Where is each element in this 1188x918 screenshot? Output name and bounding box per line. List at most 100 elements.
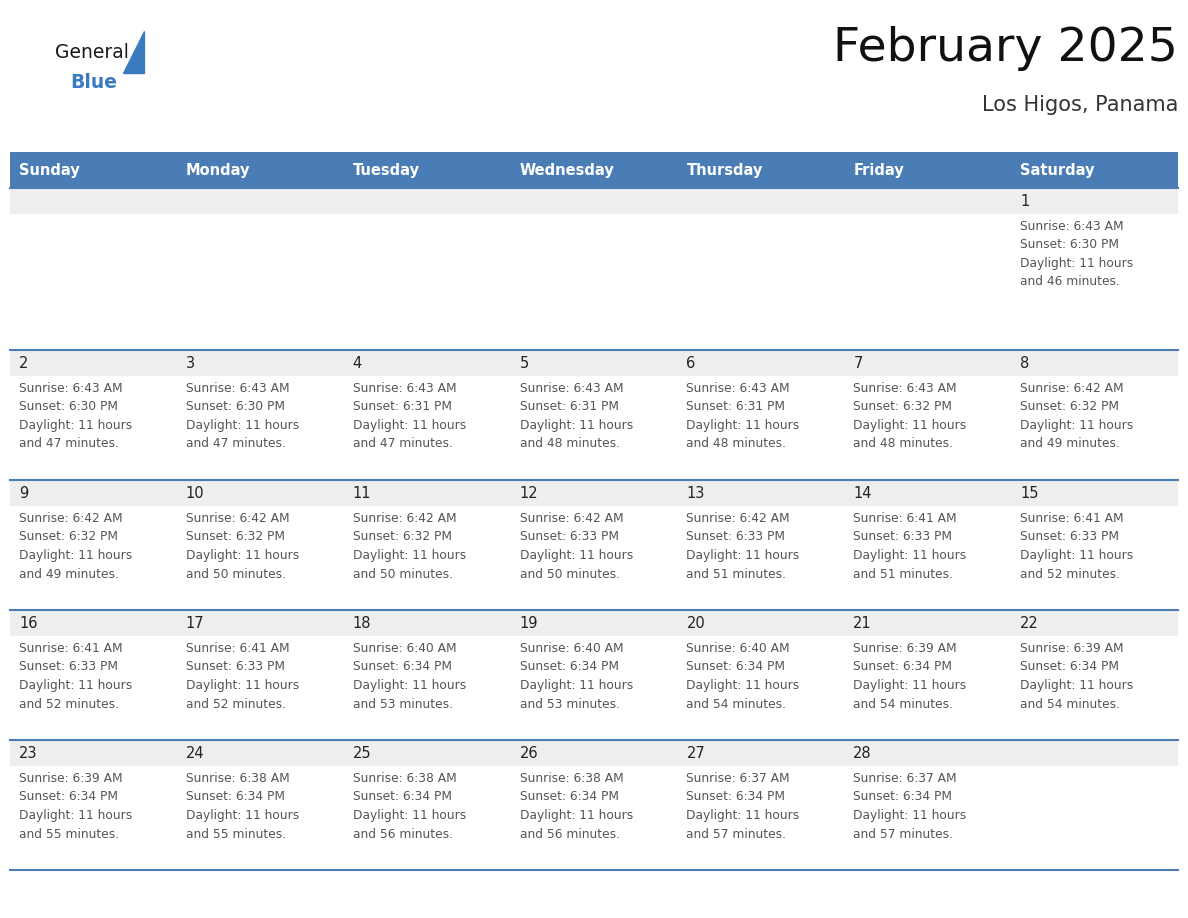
Bar bbox=[177, 506, 343, 610]
Bar bbox=[10, 766, 177, 870]
Text: and 48 minutes.: and 48 minutes. bbox=[519, 438, 620, 451]
Text: and 47 minutes.: and 47 minutes. bbox=[19, 438, 119, 451]
Text: Sunset: 6:32 PM: Sunset: 6:32 PM bbox=[185, 531, 285, 543]
Text: and 50 minutes.: and 50 minutes. bbox=[519, 567, 620, 580]
Text: Sunset: 6:33 PM: Sunset: 6:33 PM bbox=[1020, 531, 1119, 543]
Text: Monday: Monday bbox=[185, 162, 251, 177]
Bar bbox=[10, 610, 177, 636]
Bar bbox=[511, 376, 677, 480]
Text: Sunrise: 6:43 AM: Sunrise: 6:43 AM bbox=[353, 382, 456, 395]
Text: and 51 minutes.: and 51 minutes. bbox=[853, 567, 953, 580]
Bar bbox=[1011, 610, 1178, 636]
Bar bbox=[177, 480, 343, 506]
Text: Daylight: 11 hours: Daylight: 11 hours bbox=[1020, 257, 1133, 270]
Text: and 46 minutes.: and 46 minutes. bbox=[1020, 275, 1120, 288]
Text: Sunset: 6:34 PM: Sunset: 6:34 PM bbox=[353, 660, 451, 674]
Text: 3: 3 bbox=[185, 355, 195, 371]
Text: 7: 7 bbox=[853, 355, 862, 371]
Text: Sunset: 6:33 PM: Sunset: 6:33 PM bbox=[687, 531, 785, 543]
Text: Daylight: 11 hours: Daylight: 11 hours bbox=[1020, 549, 1133, 562]
Bar bbox=[10, 152, 1178, 188]
Text: 19: 19 bbox=[519, 615, 538, 631]
Text: Daylight: 11 hours: Daylight: 11 hours bbox=[185, 419, 299, 432]
Text: Daylight: 11 hours: Daylight: 11 hours bbox=[1020, 419, 1133, 432]
Text: Sunset: 6:33 PM: Sunset: 6:33 PM bbox=[19, 660, 118, 674]
Bar bbox=[677, 636, 845, 740]
Text: Sunrise: 6:43 AM: Sunrise: 6:43 AM bbox=[687, 382, 790, 395]
Text: and 54 minutes.: and 54 minutes. bbox=[853, 698, 953, 711]
Text: Daylight: 11 hours: Daylight: 11 hours bbox=[353, 809, 466, 822]
Text: February 2025: February 2025 bbox=[833, 26, 1178, 71]
Text: Sunrise: 6:42 AM: Sunrise: 6:42 AM bbox=[519, 512, 624, 525]
Bar bbox=[177, 766, 343, 870]
Bar bbox=[343, 214, 511, 350]
Text: and 54 minutes.: and 54 minutes. bbox=[1020, 698, 1120, 711]
Bar bbox=[343, 740, 511, 766]
Text: Sunrise: 6:41 AM: Sunrise: 6:41 AM bbox=[185, 642, 290, 655]
Bar bbox=[677, 506, 845, 610]
Text: Daylight: 11 hours: Daylight: 11 hours bbox=[519, 679, 633, 692]
Text: and 56 minutes.: and 56 minutes. bbox=[519, 827, 620, 841]
Text: Daylight: 11 hours: Daylight: 11 hours bbox=[353, 419, 466, 432]
Bar bbox=[1011, 636, 1178, 740]
Text: Sunset: 6:33 PM: Sunset: 6:33 PM bbox=[185, 660, 285, 674]
Text: Sunset: 6:30 PM: Sunset: 6:30 PM bbox=[1020, 239, 1119, 252]
Text: Daylight: 11 hours: Daylight: 11 hours bbox=[19, 809, 132, 822]
Bar bbox=[343, 376, 511, 480]
Bar bbox=[845, 740, 1011, 766]
Text: Sunrise: 6:43 AM: Sunrise: 6:43 AM bbox=[853, 382, 956, 395]
Text: Thursday: Thursday bbox=[687, 162, 763, 177]
Text: Sunrise: 6:39 AM: Sunrise: 6:39 AM bbox=[1020, 642, 1124, 655]
Text: and 48 minutes.: and 48 minutes. bbox=[853, 438, 953, 451]
Bar bbox=[845, 636, 1011, 740]
Text: Sunrise: 6:41 AM: Sunrise: 6:41 AM bbox=[1020, 512, 1124, 525]
Text: 27: 27 bbox=[687, 745, 706, 760]
Bar bbox=[511, 636, 677, 740]
Text: and 53 minutes.: and 53 minutes. bbox=[353, 698, 453, 711]
Bar bbox=[343, 610, 511, 636]
Text: 16: 16 bbox=[19, 615, 38, 631]
Text: 12: 12 bbox=[519, 486, 538, 500]
Text: Sunrise: 6:42 AM: Sunrise: 6:42 AM bbox=[1020, 382, 1124, 395]
Bar bbox=[677, 740, 845, 766]
Text: Sunrise: 6:39 AM: Sunrise: 6:39 AM bbox=[853, 642, 956, 655]
Text: Sunrise: 6:43 AM: Sunrise: 6:43 AM bbox=[19, 382, 122, 395]
Text: Sunrise: 6:38 AM: Sunrise: 6:38 AM bbox=[185, 772, 290, 785]
Text: General: General bbox=[55, 42, 128, 62]
Text: Sunset: 6:32 PM: Sunset: 6:32 PM bbox=[1020, 400, 1119, 413]
Text: 2: 2 bbox=[19, 355, 29, 371]
Bar bbox=[511, 506, 677, 610]
Text: Sunset: 6:31 PM: Sunset: 6:31 PM bbox=[353, 400, 451, 413]
Bar bbox=[10, 506, 177, 610]
Text: Sunset: 6:30 PM: Sunset: 6:30 PM bbox=[185, 400, 285, 413]
Text: Sunrise: 6:40 AM: Sunrise: 6:40 AM bbox=[519, 642, 624, 655]
Bar bbox=[343, 636, 511, 740]
Text: Sunrise: 6:38 AM: Sunrise: 6:38 AM bbox=[519, 772, 624, 785]
Text: Daylight: 11 hours: Daylight: 11 hours bbox=[185, 549, 299, 562]
Text: Sunset: 6:34 PM: Sunset: 6:34 PM bbox=[853, 660, 953, 674]
Text: Friday: Friday bbox=[853, 162, 904, 177]
Text: and 52 minutes.: and 52 minutes. bbox=[19, 698, 119, 711]
Bar bbox=[343, 350, 511, 376]
Text: and 57 minutes.: and 57 minutes. bbox=[853, 827, 953, 841]
Bar bbox=[677, 188, 845, 214]
Text: 21: 21 bbox=[853, 615, 872, 631]
Text: Sunset: 6:34 PM: Sunset: 6:34 PM bbox=[519, 790, 619, 803]
Text: Daylight: 11 hours: Daylight: 11 hours bbox=[519, 419, 633, 432]
Text: 5: 5 bbox=[519, 355, 529, 371]
Text: and 48 minutes.: and 48 minutes. bbox=[687, 438, 786, 451]
Text: Sunset: 6:34 PM: Sunset: 6:34 PM bbox=[353, 790, 451, 803]
Text: 15: 15 bbox=[1020, 486, 1038, 500]
Text: Wednesday: Wednesday bbox=[519, 162, 614, 177]
Text: Daylight: 11 hours: Daylight: 11 hours bbox=[185, 679, 299, 692]
Text: 25: 25 bbox=[353, 745, 372, 760]
Text: Daylight: 11 hours: Daylight: 11 hours bbox=[687, 809, 800, 822]
Bar bbox=[845, 610, 1011, 636]
Text: Daylight: 11 hours: Daylight: 11 hours bbox=[353, 549, 466, 562]
Text: Sunrise: 6:42 AM: Sunrise: 6:42 AM bbox=[687, 512, 790, 525]
Text: Sunrise: 6:42 AM: Sunrise: 6:42 AM bbox=[185, 512, 290, 525]
Text: 8: 8 bbox=[1020, 355, 1029, 371]
Text: Daylight: 11 hours: Daylight: 11 hours bbox=[519, 809, 633, 822]
Bar bbox=[343, 188, 511, 214]
Text: Los Higos, Panama: Los Higos, Panama bbox=[981, 95, 1178, 115]
